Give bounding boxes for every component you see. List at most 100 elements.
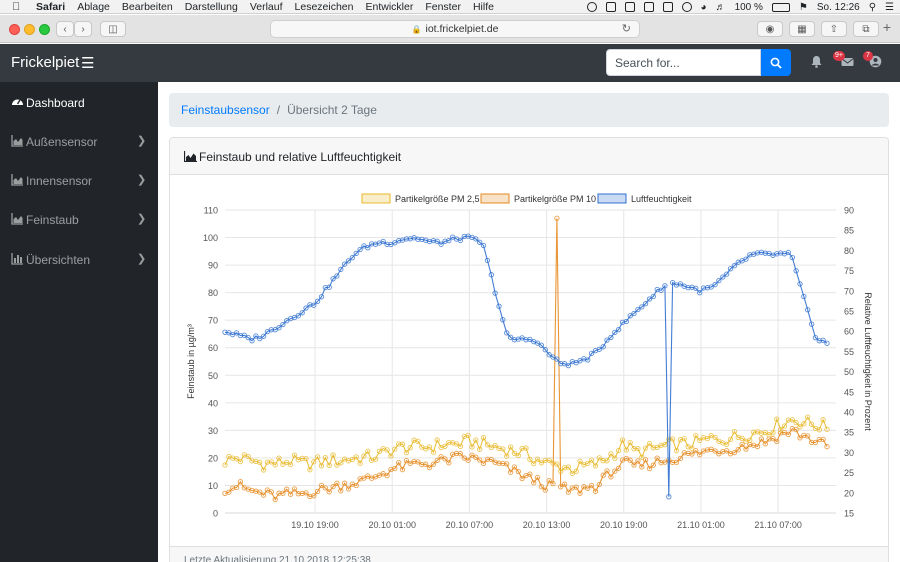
zoom-window-button[interactable] [39, 24, 50, 35]
battery-icon[interactable] [771, 2, 790, 12]
sidebar-item-aussensensor[interactable]: Außensensor ❯ [0, 121, 158, 161]
notification-center-icon[interactable]: ☰ [885, 1, 894, 13]
data-point [318, 482, 325, 489]
data-point [623, 318, 629, 325]
brand-link[interactable]: Frickelpiet [11, 54, 80, 71]
data-point [669, 279, 676, 286]
menubar-clock[interactable]: So. 12:26 [816, 1, 860, 13]
accessibility-icon[interactable]: ⚑ [798, 1, 808, 13]
data-point [318, 294, 325, 300]
legend-swatch [361, 193, 391, 204]
y-left-tick-label: 20 [208, 453, 218, 463]
data-point [716, 451, 722, 457]
sidebar-item-feinstaub[interactable]: Feinstaub ❯ [0, 199, 158, 239]
data-point [561, 481, 568, 487]
data-point [237, 332, 244, 339]
sidebar-item-label: Feinstaub [26, 213, 79, 227]
data-point [758, 436, 765, 442]
data-point [469, 444, 475, 450]
sidebar-item-uebersichten[interactable]: Übersichten ❯ [0, 239, 158, 279]
data-point [272, 462, 278, 468]
data-point [353, 482, 359, 489]
forward-button[interactable]: › [74, 21, 92, 37]
alerts-bell-icon[interactable] [810, 55, 826, 71]
data-point [457, 237, 464, 244]
share-button[interactable]: ⇧ [821, 21, 847, 37]
user-circle-icon[interactable] [869, 55, 885, 71]
sidebar-item-innensensor[interactable]: Innensensor ❯ [0, 160, 158, 200]
data-point [615, 326, 622, 333]
url-text: iot.frickelpiet.de [425, 23, 499, 35]
menu-item-bearbeiten[interactable]: Bearbeiten [121, 0, 173, 13]
menu-item-hilfe[interactable]: Hilfe [472, 0, 494, 13]
data-point [685, 450, 691, 457]
data-point [669, 436, 676, 442]
data-point [268, 327, 274, 333]
data-point [399, 466, 406, 473]
evernote-extension-button[interactable]: ▦ [789, 21, 815, 37]
data-point [492, 442, 498, 449]
sidebar-toggle-button[interactable]: ◫ [100, 21, 126, 37]
address-bar[interactable]: 🔒 iot.frickelpiet.de ↻ [270, 20, 640, 38]
chevron-right-icon: ❯ [137, 213, 147, 225]
series-line [224, 235, 828, 497]
data-point [801, 421, 807, 427]
messages-envelope-icon[interactable] [841, 55, 857, 71]
data-point [403, 236, 410, 242]
search-button[interactable] [761, 49, 791, 76]
data-point [658, 442, 664, 448]
bank-status-icon[interactable] [624, 2, 635, 12]
data-point [330, 483, 336, 490]
onepassword-status-icon[interactable] [586, 2, 597, 12]
data-point [519, 475, 525, 482]
main-content: Feinstaubsensor / Übersicht 2 Tage Feinsta… [158, 82, 900, 562]
tabs-overview-button[interactable]: ⧉ [853, 21, 879, 37]
onepassword-icon: ◉ [765, 23, 775, 35]
data-point [295, 313, 301, 319]
data-point [357, 476, 363, 482]
menu-item-darstellung[interactable]: Darstellung [184, 0, 238, 13]
time-machine-icon[interactable] [681, 2, 692, 12]
spotlight-icon[interactable]: ⚲ [868, 1, 877, 13]
data-point [558, 468, 564, 475]
data-point [515, 452, 521, 459]
breadcrumb-link-feinstaubsensor[interactable]: Feinstaubsensor [181, 103, 270, 117]
data-point [338, 266, 344, 273]
close-window-button[interactable] [9, 24, 20, 35]
data-point [658, 287, 664, 293]
data-point [585, 460, 591, 467]
new-tab-button[interactable]: + [882, 19, 892, 35]
menu-item-verlauf[interactable]: Verlauf [249, 0, 283, 13]
data-point [816, 436, 822, 443]
menu-item-ablage[interactable]: Ablage [77, 0, 110, 13]
volume-icon[interactable]: ♬ [715, 1, 726, 13]
sidebar-toggle-icon[interactable]: ☰ [81, 55, 95, 72]
data-point [257, 459, 263, 465]
reload-icon[interactable]: ↻ [621, 23, 631, 35]
data-point [295, 491, 301, 497]
search-input[interactable] [606, 49, 761, 76]
menu-app-safari[interactable]: Safari [36, 0, 66, 13]
onepassword-extension-button[interactable]: ◉ [757, 21, 783, 37]
data-point [646, 465, 653, 472]
data-point [639, 464, 645, 470]
data-point [280, 490, 286, 496]
dropbox-status-icon[interactable] [605, 2, 616, 12]
evernote-status-icon[interactable] [643, 2, 654, 12]
menu-item-fenster[interactable]: Fenster [425, 0, 461, 13]
cloud-status-icon[interactable] [662, 2, 673, 12]
data-point [793, 419, 799, 426]
legend-label: Luftfeuchtigkeit [631, 194, 692, 204]
data-point [554, 356, 560, 362]
x-tick-label: 20.10 13:00 [523, 520, 571, 530]
back-button[interactable]: ‹ [56, 21, 74, 37]
data-point [824, 340, 830, 346]
sidebar-icon: ◫ [108, 23, 118, 35]
menu-item-lesezeichen[interactable]: Lesezeichen [294, 0, 354, 13]
menu-item-entwickler[interactable]: Entwickler [365, 0, 414, 13]
apple-menu-icon[interactable]:  [12, 1, 26, 13]
data-point [650, 293, 656, 300]
minimize-window-button[interactable] [24, 24, 35, 35]
wifi-icon[interactable]: ◕ [700, 1, 707, 13]
sidebar-item-dashboard[interactable]: Dashboard [0, 82, 158, 122]
